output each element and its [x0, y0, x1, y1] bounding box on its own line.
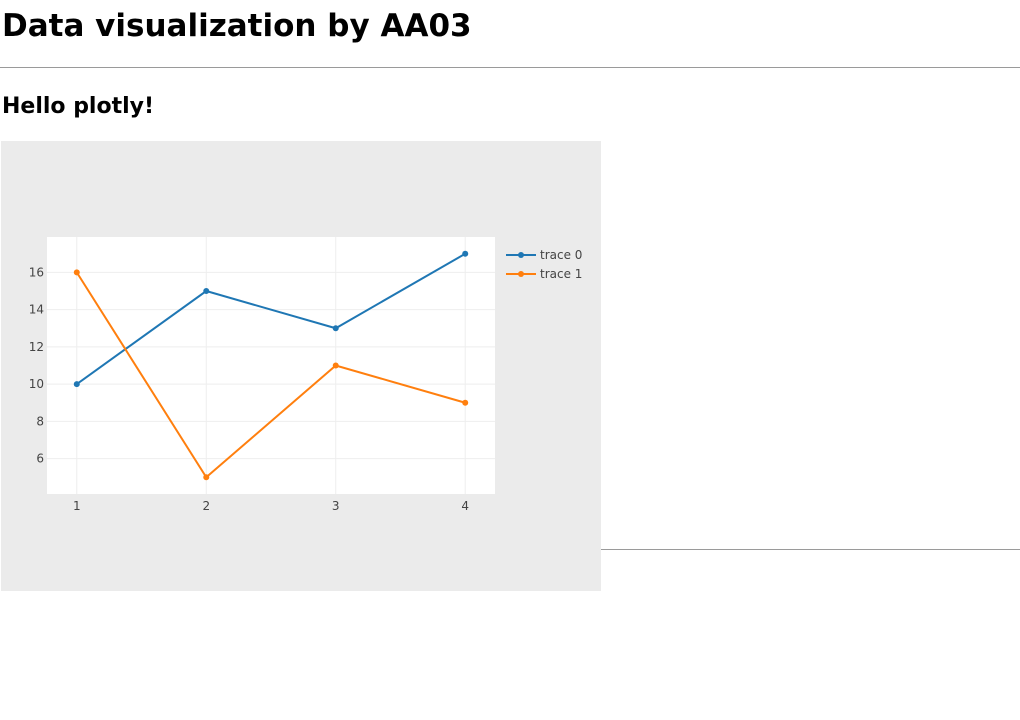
top-divider	[0, 67, 1020, 68]
data-point[interactable]	[73, 381, 80, 388]
legend[interactable]: trace 0 trace 1	[506, 248, 582, 281]
legend-swatch-marker	[518, 271, 524, 277]
x-axis-ticks: 1 2 3 4	[73, 499, 469, 513]
x-tick-label: 3	[332, 499, 340, 513]
series-line-0[interactable]	[76, 252, 466, 385]
legend-label[interactable]: trace 1	[540, 267, 582, 281]
y-tick-label: 6	[36, 452, 44, 466]
data-point[interactable]	[73, 269, 80, 276]
y-tick-label: 14	[29, 303, 44, 317]
data-point[interactable]	[332, 362, 339, 369]
data-point[interactable]	[203, 288, 210, 295]
data-point[interactable]	[203, 474, 210, 481]
y-axis-ticks: 6 8 10 12 14 16	[29, 265, 44, 465]
data-point[interactable]	[462, 250, 469, 257]
section-heading: Hello plotly!	[2, 94, 155, 119]
page-title: Data visualization by AA03	[2, 8, 472, 44]
data-point[interactable]	[462, 399, 469, 406]
y-tick-label: 10	[29, 377, 44, 391]
legend-swatch-marker	[518, 252, 524, 258]
traces	[73, 250, 469, 481]
y-tick-label: 16	[29, 265, 44, 279]
y-tick-label: 12	[29, 340, 44, 354]
legend-label[interactable]: trace 0	[540, 248, 582, 262]
y-tick-label: 8	[36, 414, 44, 428]
data-point[interactable]	[332, 325, 339, 332]
series-line-1[interactable]	[75, 271, 466, 479]
x-tick-label: 4	[461, 499, 469, 513]
bottom-divider	[601, 549, 1020, 550]
x-tick-label: 1	[73, 499, 81, 513]
x-tick-label: 2	[202, 499, 210, 513]
